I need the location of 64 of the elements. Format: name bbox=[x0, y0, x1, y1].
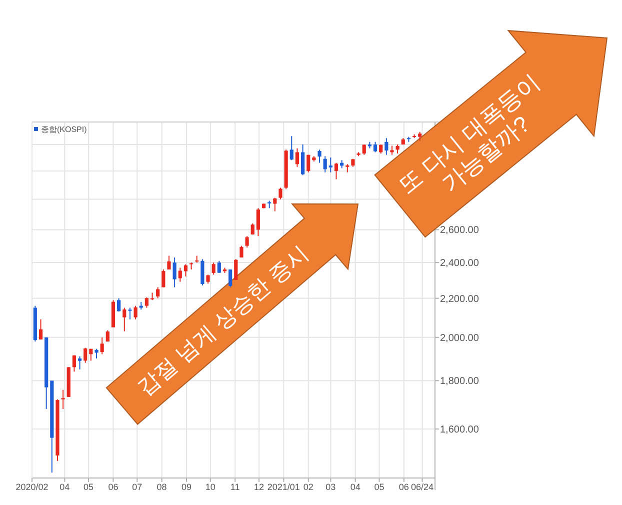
x-tick-label: 05 bbox=[374, 482, 384, 492]
candlestick bbox=[167, 255, 171, 270]
candlestick bbox=[379, 144, 383, 154]
x-tick-label: 10 bbox=[205, 482, 216, 492]
y-tick-label: 1,800.00 bbox=[440, 376, 480, 388]
x-tick-label: 12 bbox=[254, 482, 264, 492]
candlestick bbox=[156, 286, 160, 299]
y-tick-label: 1,600.00 bbox=[440, 424, 480, 436]
x-tick-label: 02 bbox=[303, 482, 314, 492]
candlestick bbox=[306, 154, 310, 173]
x-tick-label: 07 bbox=[132, 482, 142, 492]
x-tick-label: 05 bbox=[84, 482, 94, 492]
candlestick bbox=[396, 144, 400, 154]
candlestick bbox=[318, 149, 322, 164]
candlestick bbox=[100, 336, 104, 355]
x-tick-label: 06 bbox=[398, 482, 409, 492]
y-tick-label: 2,000.00 bbox=[440, 332, 480, 344]
candlestick bbox=[278, 187, 282, 200]
candlestick bbox=[212, 262, 216, 276]
candlestick bbox=[390, 145, 394, 156]
x-tick-label: 2021/01 bbox=[267, 482, 300, 492]
candlestick bbox=[290, 136, 294, 161]
y-tick-label: 2,600.00 bbox=[440, 225, 480, 236]
candlestick bbox=[250, 222, 254, 235]
x-tick-label: 2020/02 bbox=[16, 482, 48, 492]
x-tick-label: 09 bbox=[182, 482, 192, 492]
candlestick bbox=[128, 307, 132, 320]
x-tick-label: 06/24 bbox=[410, 482, 434, 492]
candlestick bbox=[117, 298, 121, 312]
candlestick bbox=[172, 256, 176, 288]
x-tick-label: 03 bbox=[326, 482, 336, 492]
candlestick bbox=[200, 258, 204, 286]
candlestick bbox=[384, 138, 388, 156]
candlestick bbox=[122, 307, 126, 332]
y-tick-label: 2,200.00 bbox=[440, 294, 480, 305]
candlestick bbox=[84, 347, 88, 364]
candlestick bbox=[217, 260, 221, 274]
candlestick bbox=[72, 354, 76, 372]
candlestick bbox=[38, 318, 43, 340]
candlestick bbox=[295, 148, 300, 168]
candlestick bbox=[134, 305, 138, 320]
candlestick bbox=[245, 236, 249, 248]
candlestick bbox=[273, 197, 277, 212]
x-tick-label: 08 bbox=[156, 482, 167, 492]
candlestick bbox=[144, 296, 148, 308]
candlestick bbox=[178, 267, 182, 282]
candlestick bbox=[61, 389, 65, 410]
candlestick bbox=[162, 268, 166, 288]
candlestick bbox=[323, 156, 327, 173]
candlestick bbox=[334, 162, 338, 180]
candlestick bbox=[328, 157, 332, 173]
candlestick bbox=[78, 356, 82, 370]
x-tick-label: 11 bbox=[230, 482, 240, 492]
x-tick-label: 06 bbox=[108, 482, 118, 492]
candlestick bbox=[256, 208, 260, 237]
candlestick bbox=[94, 348, 98, 359]
x-tick-label: 04 bbox=[60, 482, 70, 492]
x-tick-label: 04 bbox=[350, 482, 360, 492]
y-tick-label: 2,400.00 bbox=[440, 258, 480, 270]
candlestick bbox=[240, 245, 244, 258]
candlestick bbox=[300, 144, 305, 176]
candlestick bbox=[184, 264, 188, 277]
legend-label: 종합(KOSPI) bbox=[41, 125, 88, 134]
candlestick bbox=[373, 141, 378, 153]
